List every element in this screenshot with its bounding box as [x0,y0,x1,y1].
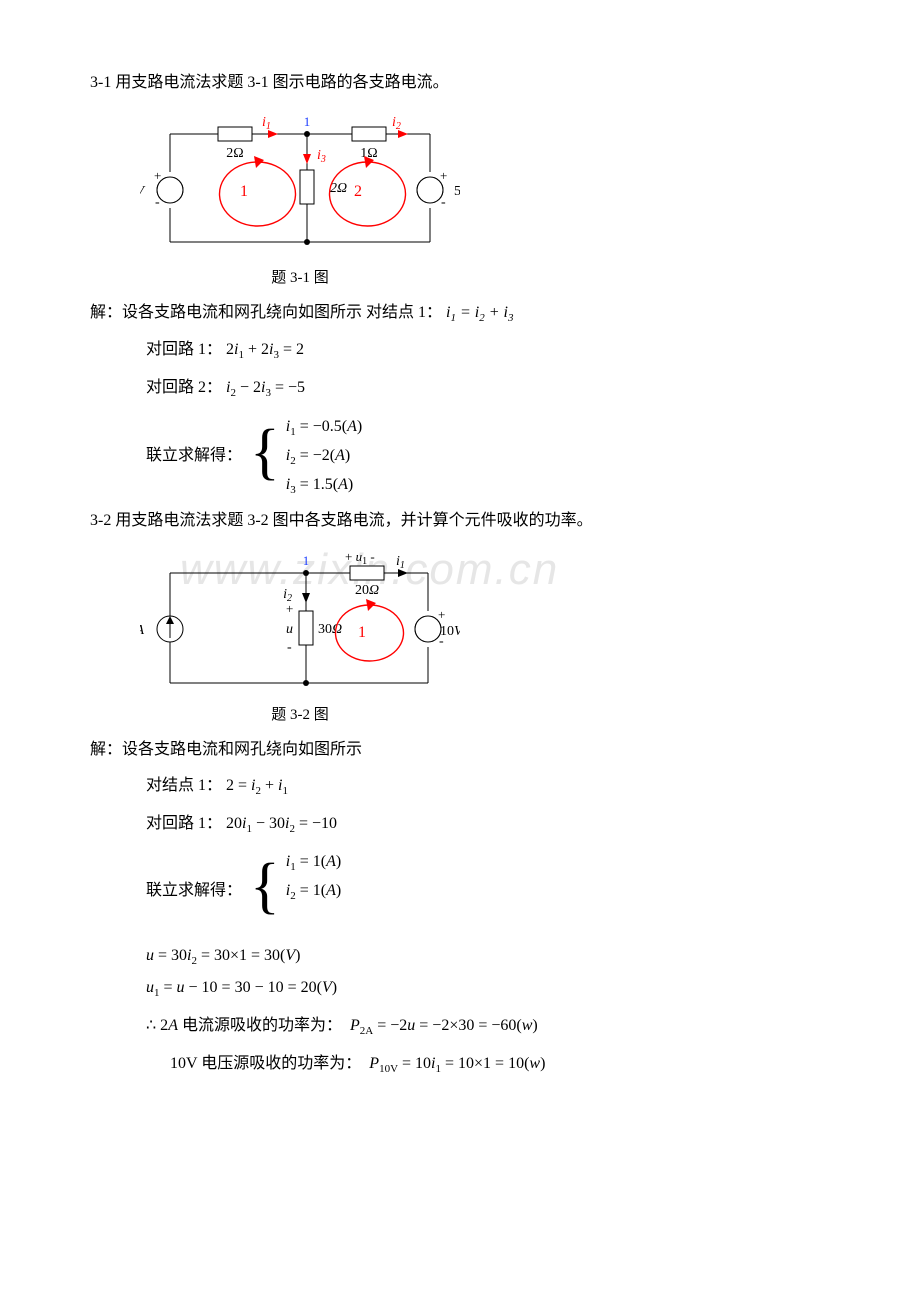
svg-text:30Ω: 30Ω [318,622,342,637]
svg-text:i3: i3 [317,148,326,165]
p31-loop1: 对回路 1： 2i1 + 2i3 = 2 [146,337,830,365]
svg-text:i2: i2 [392,115,401,132]
p31-loop1-eq: 2i1 + 2i3 = 2 [226,341,304,358]
svg-text:u: u [286,622,293,637]
p32-eq-u1: u1 = u − 10 = 30 − 10 = 20(V) [146,975,830,1003]
p32-joint-label: 联立求解得： [146,878,242,904]
svg-text:-: - [441,195,446,210]
p31-res-3: i3 = 1.5(A) [286,471,362,500]
p31-result-items: i1 = −0.5(A) i2 = −2(A) i3 = 1.5(A) [286,413,362,500]
svg-text:2V: 2V [140,184,145,199]
svg-text:10V: 10V [440,624,460,639]
svg-text:2A: 2A [140,623,144,638]
problem-3-1-title: 3-1 用支路电流法求题 3-1 图示电路的各支路电流。 [90,70,830,96]
p32-node-label: 对结点 1： [146,777,222,794]
p32-results: 联立求解得： { i1 = 1(A) i2 = 1(A) [146,848,830,933]
svg-text:2Ω: 2Ω [330,181,347,196]
svg-text:1: 1 [304,114,311,129]
p32-intro: 解：设各支路电流和网孔绕向如图所示 [90,737,830,763]
svg-text:20Ω: 20Ω [355,583,379,598]
circuit-3-2-svg: 1 20Ω + u1 - 30Ω + u - 2A + - 10V i1 i2 [140,539,460,699]
problem-3-2-title: 3-2 用支路电流法求题 3-2 图中各支路电流，并计算个元件吸收的功率。 [90,508,830,534]
p31-node-eq: i1 = i2 + i3 [446,304,513,321]
figure-3-1-caption: 题 3-1 图 [140,266,460,290]
p32-eq-u: u = 30i2 = 30×1 = 30(V) [146,943,830,971]
p31-res-2: i2 = −2(A) [286,442,362,471]
p31-loop1-label: 对回路 1： [146,341,222,358]
p31-results: 联立求解得： { i1 = −0.5(A) i2 = −2(A) i3 = 1.… [146,413,830,500]
p31-node-text: 解：设各支路电流和网孔绕向如图所示 对结点 1： [90,304,442,321]
svg-text:-: - [287,640,292,655]
p32-loop1: 对回路 1： 20i1 − 30i2 = −10 [146,811,830,839]
figure-3-1: 1 2Ω 1Ω 2Ω + - 2V + - 5V i1 i2 i3 1 [140,102,460,290]
svg-text:i1: i1 [396,554,405,571]
svg-text:+: + [440,168,447,183]
p32-node: 对结点 1： 2 = i2 + i1 [146,773,830,801]
p31-loop2-eq: i2 − 2i3 = −5 [226,379,305,396]
svg-text:5V: 5V [454,184,460,199]
p32-node-eq: 2 = i2 + i1 [226,777,288,794]
svg-text:1: 1 [240,183,248,200]
svg-text:1: 1 [358,624,366,641]
circuit-3-1-svg: 1 2Ω 1Ω 2Ω + - 2V + - 5V i1 i2 i3 1 [140,102,460,262]
p32-res-1: i1 = 1(A) [286,848,341,877]
svg-text:2Ω: 2Ω [226,146,243,161]
p32-res-3 [286,906,341,933]
p32-loop1-label: 对回路 1： [146,815,222,832]
figure-3-2-caption: 题 3-2 图 [140,703,460,727]
svg-text:+: + [438,607,445,622]
p31-node-line: 解：设各支路电流和网孔绕向如图所示 对结点 1： i1 = i2 + i3 [90,300,830,328]
svg-text:i1: i1 [262,115,271,132]
p32-title-text: 3-2 用支路电流法求题 3-2 图中各支路电流，并计算个元件吸收的功率。 [90,512,593,529]
p32-pw2-eq: P10V = 10i1 = 10×1 = 10(w) [365,1055,545,1072]
p31-joint-label: 联立求解得： [146,443,242,469]
brace-icon: { [250,431,280,474]
p32-pw1: ∴ 2A 电流源吸收的功率为： P2A = −2u = −2×30 = −60(… [146,1013,830,1041]
p32-loop1-eq: 20i1 − 30i2 = −10 [226,815,337,832]
p31-title-text: 3-1 用支路电流法求题 3-1 图示电路的各支路电流。 [90,74,449,91]
svg-text:i2: i2 [283,587,292,604]
svg-text:1: 1 [303,553,310,568]
svg-text:2: 2 [354,183,362,200]
p32-pw2: 10V 电压源吸收的功率为： P10V = 10i1 = 10×1 = 10(w… [170,1051,830,1079]
p32-pw1-label: ∴ 2A 电流源吸收的功率为： [146,1017,342,1034]
p31-loop2: 对回路 2： i2 − 2i3 = −5 [146,375,830,403]
svg-text:+ u1 -: + u1 - [345,549,375,567]
brace-icon: { [250,865,280,908]
p32-pw1-eq: P2A = −2u = −2×30 = −60(w) [346,1017,538,1034]
p32-res-2: i2 = 1(A) [286,877,341,906]
p32-pw2-label: 10V 电压源吸收的功率为： [170,1055,361,1072]
p31-loop2-label: 对回路 2： [146,379,222,396]
figure-3-2: www.zixin.com.cn 1 20Ω + u1 - 30Ω + u - [140,539,460,727]
p32-result-items: i1 = 1(A) i2 = 1(A) [286,848,341,933]
p31-res-1: i1 = −0.5(A) [286,413,362,442]
